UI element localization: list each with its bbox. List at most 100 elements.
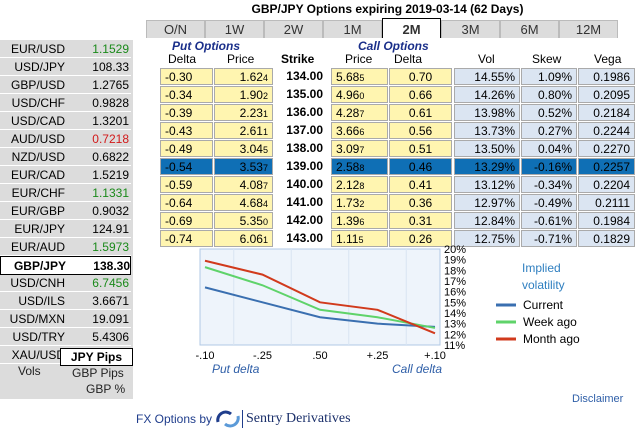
- cell-cp[interactable]: 2.128: [331, 176, 388, 193]
- cell-pp[interactable]: 3.537: [214, 158, 273, 175]
- ccy-rate: 138.30: [93, 258, 130, 273]
- cell-cd[interactable]: 0.31: [389, 212, 452, 229]
- ccy-row-eurusd[interactable]: EUR/USD 1.1529: [0, 40, 131, 58]
- ccy-row-usdmxn[interactable]: USD/MXN 19.091: [0, 310, 131, 328]
- ccy-row-usdchf[interactable]: USD/CHF 0.9828: [0, 94, 131, 112]
- ccy-row-usdcnh[interactable]: USD/CNH 6.7456: [0, 274, 131, 292]
- cell-value: 1.39: [336, 214, 360, 228]
- cell-value: 12.75%: [474, 232, 515, 246]
- ccy-pair: USD/CHF: [11, 95, 65, 110]
- unit-gbp-pips[interactable]: GBP Pips: [72, 366, 124, 380]
- cell-pip-digit: 7: [359, 145, 365, 155]
- cell-pp[interactable]: 4.684: [214, 194, 273, 211]
- ccy-row-usdtry[interactable]: USD/TRY 5.4306: [0, 328, 131, 346]
- tab-1w[interactable]: 1W: [205, 20, 264, 38]
- col-header-vol: Vol: [478, 52, 495, 66]
- cell-pd[interactable]: -0.49: [160, 140, 213, 157]
- chart-y-tick: 19%: [444, 255, 466, 267]
- ccy-row-eurgbp[interactable]: EUR/GBP 0.9032: [0, 202, 131, 220]
- tab-1m[interactable]: 1M: [323, 20, 382, 38]
- ccy-row-usdcad[interactable]: USD/CAD 1.3201: [0, 112, 131, 130]
- cell-pd[interactable]: -0.69: [160, 212, 213, 229]
- cell-cd[interactable]: 0.70: [389, 68, 452, 85]
- cell-pp[interactable]: 5.350: [214, 212, 273, 229]
- cell-cd[interactable]: 0.36: [389, 194, 452, 211]
- cell-cp[interactable]: 1.115: [331, 230, 388, 247]
- cell-pd[interactable]: -0.39: [160, 104, 213, 121]
- ccy-row-gbpusd[interactable]: GBP/USD 1.2765: [0, 76, 131, 94]
- ccy-rate: 0.7218: [92, 131, 129, 146]
- cell-pp[interactable]: 2.231: [214, 104, 273, 121]
- tab-2w[interactable]: 2W: [264, 20, 323, 38]
- cell-cp[interactable]: 1.732: [331, 194, 388, 211]
- cell-pd[interactable]: -0.30: [160, 68, 213, 85]
- cell-vega: 0.2184: [578, 104, 635, 121]
- cell-cd[interactable]: 0.66: [389, 86, 452, 103]
- ccy-row-usdils[interactable]: USD/ILS 3.6671: [0, 292, 131, 310]
- cell-vol: 12.84%: [454, 212, 520, 229]
- cell-cd[interactable]: 0.61: [389, 104, 452, 121]
- cell-cd[interactable]: 0.56: [389, 122, 452, 139]
- ccy-row-nzdusd[interactable]: NZD/USD 0.6822: [0, 148, 131, 166]
- unit-jpy-pips[interactable]: JPY Pips: [60, 348, 133, 366]
- cell-pp[interactable]: 1.902: [214, 86, 273, 103]
- cell-cd[interactable]: 0.26: [389, 230, 452, 247]
- cell-value: 141.00: [286, 195, 323, 209]
- tab-12m[interactable]: 12M: [559, 20, 618, 38]
- ccy-rate: 0.9828: [92, 95, 129, 110]
- cell-value: 143.00: [286, 231, 323, 245]
- cell-cd[interactable]: 0.41: [389, 176, 452, 193]
- ccy-row-eurcad[interactable]: EUR/CAD 1.5219: [0, 166, 131, 184]
- cell-cp[interactable]: 4.960: [331, 86, 388, 103]
- cell-cp[interactable]: 3.666: [331, 122, 388, 139]
- cell-pp[interactable]: 2.611: [214, 122, 273, 139]
- cell-vol: 12.75%: [454, 230, 520, 247]
- cell-pd[interactable]: -0.34: [160, 86, 213, 103]
- cell-cp[interactable]: 2.588: [331, 158, 388, 175]
- cell-value: 2.58: [336, 160, 360, 174]
- call-options-header: Call Options: [358, 39, 429, 53]
- put-options-header: Put Options: [172, 39, 240, 53]
- disclaimer-link[interactable]: Disclaimer: [572, 393, 624, 405]
- ccy-row-gbpjpy[interactable]: GBP/JPY 138.30: [0, 256, 131, 275]
- ccy-rate: 0.9032: [92, 203, 129, 218]
- ccy-pair: EUR/JPY: [14, 221, 65, 236]
- cell-pd[interactable]: -0.74: [160, 230, 213, 247]
- cell-cp[interactable]: 4.287: [331, 104, 388, 121]
- col-header-skew: Skew: [532, 52, 562, 66]
- cell-pd[interactable]: -0.64: [160, 194, 213, 211]
- cell-cp[interactable]: 3.097: [331, 140, 388, 157]
- ccy-row-eurchf[interactable]: EUR/CHF 1.1331: [0, 184, 131, 202]
- ccy-row-eurjpy[interactable]: EUR/JPY 124.91: [0, 220, 131, 238]
- chart-x-tick: .50: [312, 350, 327, 362]
- cell-pip-digit: 6: [359, 217, 365, 227]
- cell-pp[interactable]: 3.045: [214, 140, 273, 157]
- cell-pd[interactable]: -0.43: [160, 122, 213, 139]
- unit-gbp-pct[interactable]: GBP %: [86, 382, 126, 396]
- ccy-rate: 6.7456: [92, 275, 129, 290]
- tab-2m[interactable]: 2M: [382, 18, 441, 38]
- cell-cd[interactable]: 0.46: [389, 158, 452, 175]
- cell-pip-digit: 4: [262, 73, 268, 83]
- cell-pd[interactable]: -0.54: [160, 158, 213, 175]
- cell-pp[interactable]: 4.087: [214, 176, 273, 193]
- cell-pp[interactable]: 6.061: [214, 230, 273, 247]
- series-line-current: [204, 286, 436, 328]
- cell-pp[interactable]: 1.624: [214, 68, 273, 85]
- cell-cp[interactable]: 5.685: [331, 68, 388, 85]
- cell-value: 140.00: [286, 177, 323, 191]
- cell-cp[interactable]: 1.396: [331, 212, 388, 229]
- cell-pd[interactable]: -0.59: [160, 176, 213, 193]
- ccy-rate: 124.91: [92, 221, 129, 236]
- tab-on[interactable]: O/N: [146, 20, 205, 38]
- ccy-row-usdjpy[interactable]: USD/JPY 108.33: [0, 58, 131, 76]
- tab-3m[interactable]: 3M: [441, 20, 500, 38]
- tab-6m[interactable]: 6M: [500, 20, 559, 38]
- cell-pip-digit: 7: [262, 181, 268, 191]
- ccy-row-audusd[interactable]: AUD/USD 0.7218: [0, 130, 131, 148]
- ccy-pair: USD/ILS: [18, 293, 65, 308]
- cell-pip-digit: 5: [359, 73, 365, 83]
- ccy-row-euraud[interactable]: EUR/AUD 1.5973: [0, 238, 131, 256]
- cell-cd[interactable]: 0.51: [389, 140, 452, 157]
- ccy-rate: 0.6822: [92, 149, 129, 164]
